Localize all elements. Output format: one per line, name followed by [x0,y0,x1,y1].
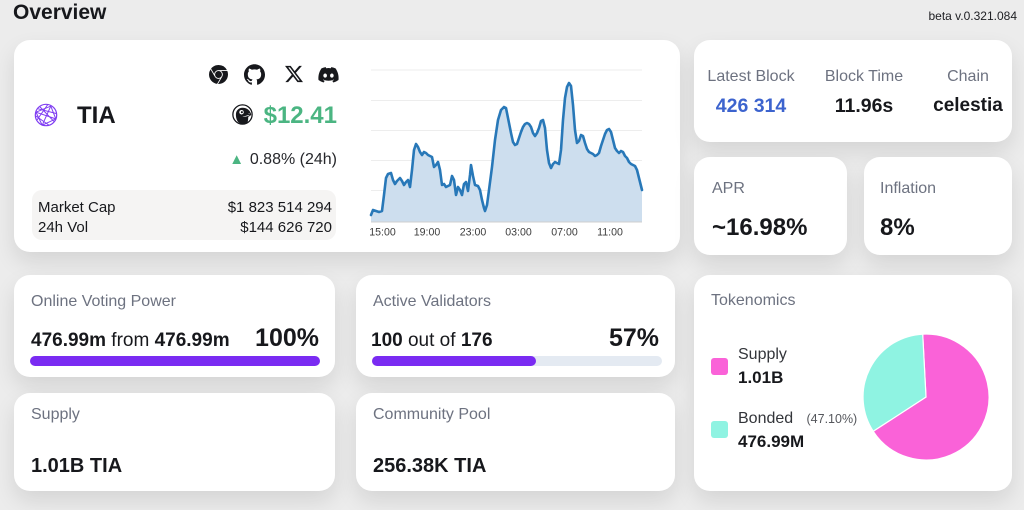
svg-text:03:00: 03:00 [505,227,532,239]
svg-text:23:00: 23:00 [460,227,487,239]
svg-text:15:00: 15:00 [369,227,396,239]
svg-text:19:00: 19:00 [414,227,441,239]
svg-text:11:00: 11:00 [597,227,623,239]
svg-text:07:00: 07:00 [551,227,578,239]
